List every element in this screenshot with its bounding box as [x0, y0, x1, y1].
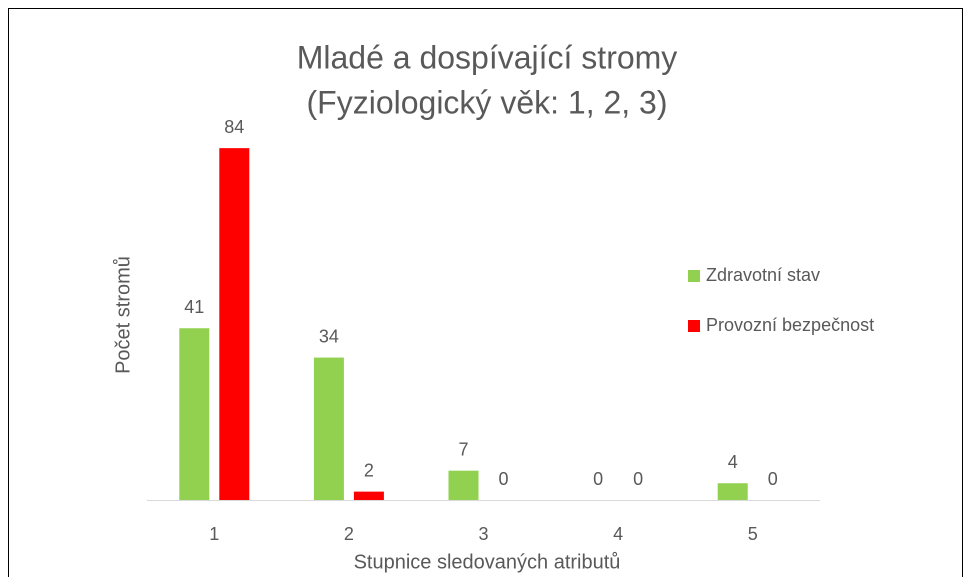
- bar: [353, 491, 384, 500]
- y-axis-label: Počet stromů: [112, 256, 134, 374]
- data-label: 0: [593, 469, 603, 489]
- data-label: 7: [458, 439, 468, 459]
- x-tick-label: 4: [613, 524, 623, 544]
- legend-swatch: [688, 320, 700, 332]
- data-label: 34: [319, 326, 339, 346]
- chart-title: (Fyziologický věk: 1, 2, 3): [307, 84, 668, 120]
- data-label: 84: [224, 117, 244, 137]
- data-label: 0: [498, 469, 508, 489]
- x-tick-label: 1: [209, 524, 219, 544]
- bar: [717, 483, 748, 500]
- data-label: 0: [768, 469, 778, 489]
- legend-swatch: [688, 270, 700, 282]
- x-tick-label: 2: [344, 524, 354, 544]
- data-label: 41: [184, 297, 204, 317]
- bar: [219, 148, 250, 500]
- legend-label: Zdravotní stav: [706, 265, 820, 285]
- data-label: 0: [633, 469, 643, 489]
- x-axis-label: Stupnice sledovaných atributů: [354, 551, 621, 573]
- chart-frame: [8, 8, 963, 577]
- bar: [448, 470, 479, 500]
- bar: [179, 328, 210, 500]
- x-tick-label: 5: [748, 524, 758, 544]
- data-label: 4: [728, 452, 738, 472]
- legend-label: Provozní bezpečnost: [706, 315, 874, 335]
- chart-title: Mladé a dospívající stromy: [297, 39, 678, 75]
- x-tick-label: 3: [478, 524, 488, 544]
- bar: [313, 357, 344, 500]
- data-label: 2: [364, 460, 374, 480]
